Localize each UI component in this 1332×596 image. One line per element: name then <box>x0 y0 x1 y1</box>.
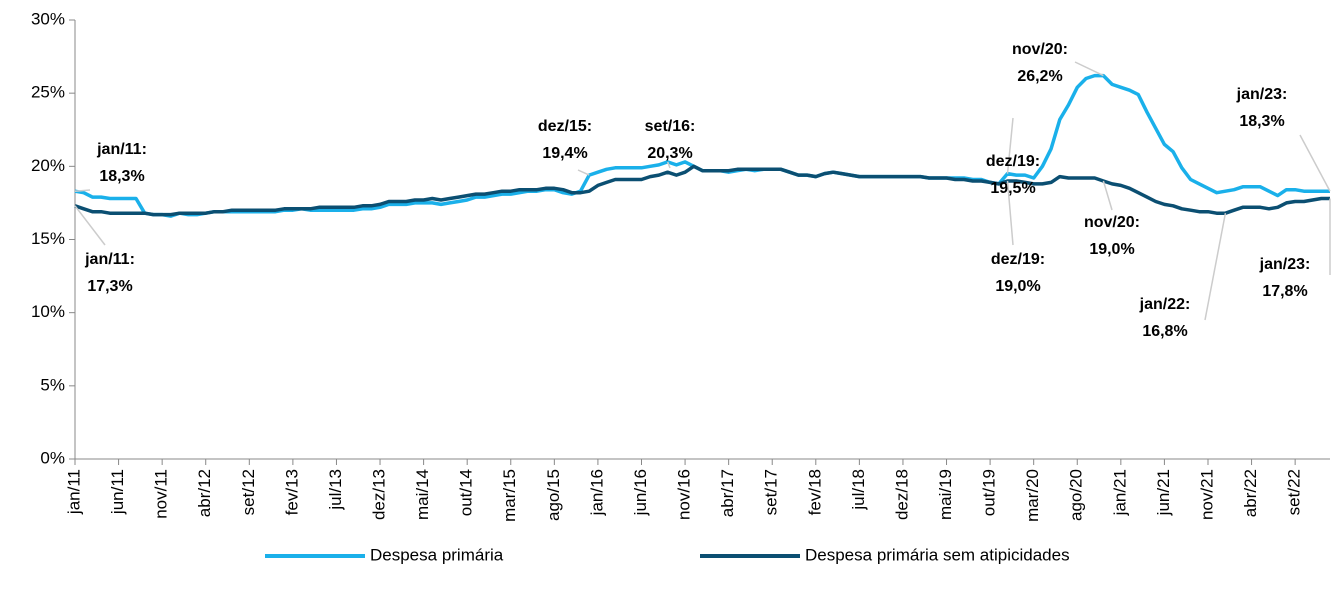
leader-line <box>577 169 590 176</box>
series-line <box>74 164 1330 217</box>
leader-line <box>1074 61 1104 77</box>
y-tick-label: 5% <box>40 375 65 394</box>
y-tick-label: 20% <box>31 156 65 175</box>
x-tick-label: jan/16 <box>587 469 606 516</box>
leader-line <box>1006 180 1014 246</box>
x-tick-label: nov/11 <box>152 469 171 519</box>
x-tick-label: jul/13 <box>326 469 345 511</box>
x-tick-label: out/14 <box>457 469 476 516</box>
annotation: jan/22: <box>1139 296 1191 313</box>
annotation: dez/19: <box>991 251 1045 268</box>
annotation: jan/11: <box>84 251 135 268</box>
x-tick-label: nov/16 <box>675 469 694 520</box>
annotation: 19,5% <box>990 180 1035 197</box>
x-tick-label: jun/11 <box>108 469 127 515</box>
x-tick-label: set/12 <box>239 469 258 515</box>
annotation: 18,3% <box>99 168 144 185</box>
annotation: dez/15: <box>538 118 592 135</box>
leader-line <box>74 205 106 246</box>
y-tick-label: 25% <box>31 83 65 102</box>
x-tick-label: jun/16 <box>631 469 650 516</box>
legend-label: Despesa primária sem atipicidades <box>805 545 1070 564</box>
x-tick-label: set/17 <box>762 469 781 515</box>
annotation: 26,2% <box>1017 68 1062 85</box>
annotation: 19,0% <box>995 278 1040 295</box>
x-tick-label: mar/15 <box>500 469 519 522</box>
annotation: 16,8% <box>1142 323 1187 340</box>
y-tick-label: 15% <box>31 229 65 248</box>
x-tick-label: set/22 <box>1285 469 1304 515</box>
x-tick-label: ago/20 <box>1067 469 1086 521</box>
leader-line <box>74 189 91 192</box>
x-tick-label: mai/19 <box>936 469 955 520</box>
annotation: 17,3% <box>87 278 132 295</box>
x-tick-label: ago/15 <box>544 469 563 521</box>
x-tick-label: mar/20 <box>1023 469 1042 522</box>
leader-line <box>1006 117 1014 174</box>
annotation: 19,0% <box>1089 241 1134 258</box>
x-tick-label: jan/21 <box>1110 469 1129 516</box>
x-tick-label: nov/21 <box>1197 469 1216 520</box>
x-tick-label: jan/11 <box>64 469 83 515</box>
leader-line <box>666 161 671 169</box>
annotation: 19,4% <box>542 145 587 162</box>
leader-line <box>1102 180 1113 211</box>
annotation: 17,8% <box>1262 283 1307 300</box>
x-tick-label: abr/12 <box>195 469 214 517</box>
annotation: nov/20: <box>1012 41 1068 58</box>
leader-line <box>1299 134 1331 192</box>
annotation: 20,3% <box>647 145 692 162</box>
legend-label: Despesa primária <box>370 545 504 564</box>
x-tick-label: mai/14 <box>413 469 432 520</box>
x-tick-label: abr/22 <box>1241 469 1260 517</box>
annotation: jan/23: <box>1236 86 1288 103</box>
x-tick-label: out/19 <box>980 469 999 516</box>
x-tick-label: dez/13 <box>370 469 389 520</box>
leader-line <box>1204 213 1227 321</box>
y-tick-label: 10% <box>31 302 65 321</box>
x-tick-label: dez/18 <box>892 469 911 520</box>
x-tick-label: abr/17 <box>718 469 737 517</box>
y-tick-label: 30% <box>31 9 65 28</box>
annotation: dez/19: <box>986 153 1040 170</box>
y-tick-label: 0% <box>40 448 65 467</box>
annotation: nov/20: <box>1084 214 1140 231</box>
annotation: set/16: <box>645 118 696 135</box>
annotation: 18,3% <box>1239 113 1284 130</box>
x-tick-label: fev/18 <box>805 469 824 515</box>
x-tick-label: jun/21 <box>1154 469 1173 516</box>
annotation: jan/11: <box>96 141 147 158</box>
annotation: jan/23: <box>1259 256 1311 273</box>
x-tick-label: fev/13 <box>282 469 301 515</box>
x-tick-label: jul/18 <box>849 469 868 511</box>
